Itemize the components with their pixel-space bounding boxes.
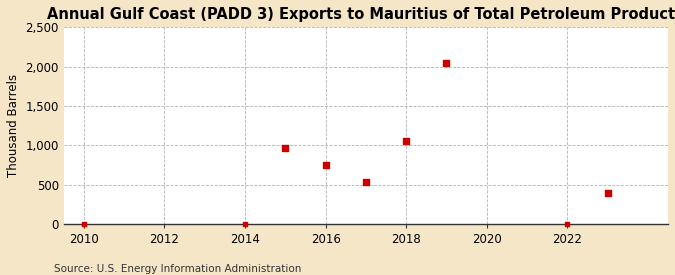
Point — [320, 163, 331, 167]
Point — [441, 61, 452, 66]
Point — [280, 146, 291, 151]
Text: Source: U.S. Energy Information Administration: Source: U.S. Energy Information Administ… — [54, 264, 301, 274]
Y-axis label: Thousand Barrels: Thousand Barrels — [7, 74, 20, 177]
Point — [602, 191, 613, 196]
Point — [360, 180, 371, 185]
Point — [240, 222, 250, 226]
Title: Annual Gulf Coast (PADD 3) Exports to Mauritius of Total Petroleum Products: Annual Gulf Coast (PADD 3) Exports to Ma… — [47, 7, 675, 22]
Point — [78, 222, 89, 226]
Point — [401, 139, 412, 144]
Point — [562, 222, 572, 226]
